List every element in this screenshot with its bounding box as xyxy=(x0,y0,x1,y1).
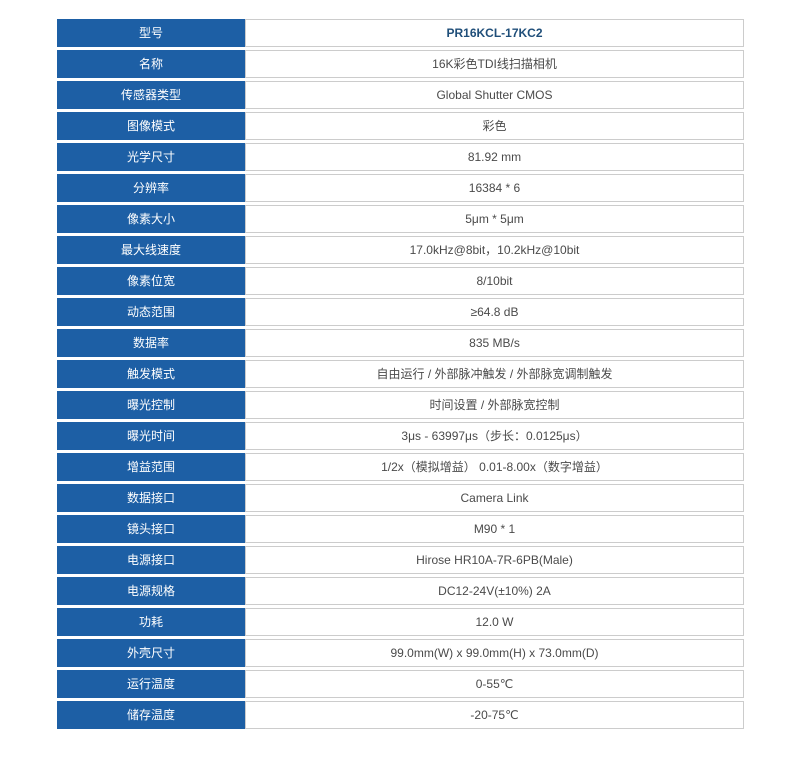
spec-label: 型号 xyxy=(57,19,245,47)
spec-value: 16K彩色TDI线扫描相机 xyxy=(245,50,744,78)
spec-value: 17.0kHz@8bit，10.2kHz@10bit xyxy=(245,236,744,264)
table-row: 触发模式 自由运行 / 外部脉冲触发 / 外部脉宽调制触发 xyxy=(57,360,744,388)
spec-value: 彩色 xyxy=(245,112,744,140)
spec-value: PR16KCL-17KC2 xyxy=(245,19,744,47)
spec-label: 触发模式 xyxy=(57,360,245,388)
spec-value: Hirose HR10A-7R-6PB(Male) xyxy=(245,546,744,574)
spec-label: 增益范围 xyxy=(57,453,245,481)
table-row: 光学尺寸 81.92 mm xyxy=(57,143,744,171)
spec-label: 电源接口 xyxy=(57,546,245,574)
table-row: 储存温度 -20-75℃ xyxy=(57,701,744,729)
table-row: 镜头接口 M90 * 1 xyxy=(57,515,744,543)
table-row: 动态范围 ≥64.8 dB xyxy=(57,298,744,326)
spec-label: 外壳尺寸 xyxy=(57,639,245,667)
spec-value: 835 MB/s xyxy=(245,329,744,357)
spec-label: 传感器类型 xyxy=(57,81,245,109)
table-row: 功耗 12.0 W xyxy=(57,608,744,636)
spec-label: 曝光时间 xyxy=(57,422,245,450)
spec-value: 5μm * 5μm xyxy=(245,205,744,233)
spec-value: 16384 * 6 xyxy=(245,174,744,202)
spec-label: 电源规格 xyxy=(57,577,245,605)
table-row: 电源规格 DC12-24V(±10%) 2A xyxy=(57,577,744,605)
table-row: 型号 PR16KCL-17KC2 xyxy=(57,19,744,47)
table-row: 曝光控制 时间设置 / 外部脉宽控制 xyxy=(57,391,744,419)
table-row: 传感器类型 Global Shutter CMOS xyxy=(57,81,744,109)
camera-spec-page: 型号 PR16KCL-17KC2 名称 16K彩色TDI线扫描相机 传感器类型 Globa… xyxy=(0,16,793,732)
table-row: 像素大小 5μm * 5μm xyxy=(57,205,744,233)
table-row: 分辨率 16384 * 6 xyxy=(57,174,744,202)
spec-label: 功耗 xyxy=(57,608,245,636)
spec-value: 12.0 W xyxy=(245,608,744,636)
spec-label: 最大线速度 xyxy=(57,236,245,264)
spec-value: 0-55℃ xyxy=(245,670,744,698)
spec-table-body: 型号 PR16KCL-17KC2 名称 16K彩色TDI线扫描相机 传感器类型 Globa… xyxy=(57,19,744,729)
table-row: 外壳尺寸 99.0mm(W) x 99.0mm(H) x 73.0mm(D) xyxy=(57,639,744,667)
spec-value: 1/2x（模拟增益） 0.01-8.00x（数字增益） xyxy=(245,453,744,481)
spec-value: Global Shutter CMOS xyxy=(245,81,744,109)
spec-label: 镜头接口 xyxy=(57,515,245,543)
spec-value: Camera Link xyxy=(245,484,744,512)
spec-value: 99.0mm(W) x 99.0mm(H) x 73.0mm(D) xyxy=(245,639,744,667)
spec-value: M90 * 1 xyxy=(245,515,744,543)
spec-label: 曝光控制 xyxy=(57,391,245,419)
spec-value: 时间设置 / 外部脉宽控制 xyxy=(245,391,744,419)
table-row: 增益范围 1/2x（模拟增益） 0.01-8.00x（数字增益） xyxy=(57,453,744,481)
spec-value: 81.92 mm xyxy=(245,143,744,171)
spec-label: 图像模式 xyxy=(57,112,245,140)
spec-label: 光学尺寸 xyxy=(57,143,245,171)
spec-value: 3μs - 63997μs（步长：0.0125μs） xyxy=(245,422,744,450)
spec-label: 数据率 xyxy=(57,329,245,357)
spec-value: ≥64.8 dB xyxy=(245,298,744,326)
spec-label: 分辨率 xyxy=(57,174,245,202)
spec-label: 像素大小 xyxy=(57,205,245,233)
spec-value: DC12-24V(±10%) 2A xyxy=(245,577,744,605)
table-row: 数据接口 Camera Link xyxy=(57,484,744,512)
spec-label: 名称 xyxy=(57,50,245,78)
spec-label: 数据接口 xyxy=(57,484,245,512)
table-row: 最大线速度 17.0kHz@8bit，10.2kHz@10bit xyxy=(57,236,744,264)
table-row: 电源接口 Hirose HR10A-7R-6PB(Male) xyxy=(57,546,744,574)
table-row: 数据率 835 MB/s xyxy=(57,329,744,357)
spec-label: 像素位宽 xyxy=(57,267,245,295)
spec-value: -20-75℃ xyxy=(245,701,744,729)
spec-label: 储存温度 xyxy=(57,701,245,729)
table-row: 曝光时间 3μs - 63997μs（步长：0.0125μs） xyxy=(57,422,744,450)
table-row: 名称 16K彩色TDI线扫描相机 xyxy=(57,50,744,78)
spec-label: 动态范围 xyxy=(57,298,245,326)
spec-value: 自由运行 / 外部脉冲触发 / 外部脉宽调制触发 xyxy=(245,360,744,388)
table-row: 图像模式 彩色 xyxy=(57,112,744,140)
table-row: 运行温度 0-55℃ xyxy=(57,670,744,698)
spec-table: 型号 PR16KCL-17KC2 名称 16K彩色TDI线扫描相机 传感器类型 Globa… xyxy=(57,16,744,732)
spec-label: 运行温度 xyxy=(57,670,245,698)
table-row: 像素位宽 8/10bit xyxy=(57,267,744,295)
spec-value: 8/10bit xyxy=(245,267,744,295)
